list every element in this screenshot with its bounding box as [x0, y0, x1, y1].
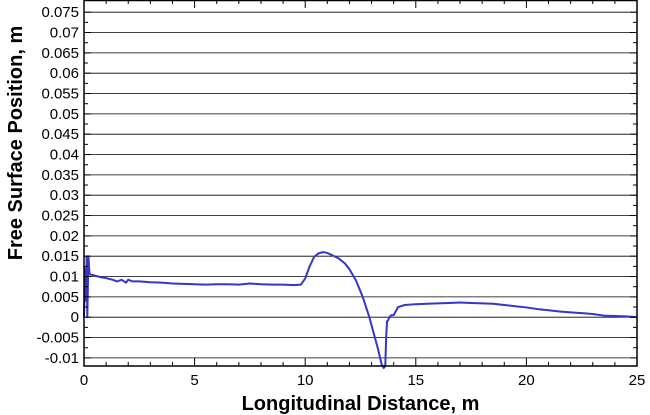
y-tick-label: 0.005 — [41, 289, 79, 306]
y-axis-title: Free Surface Position, m — [5, 26, 27, 261]
x-tick-label: 15 — [407, 372, 424, 389]
y-tick-label: 0.025 — [41, 208, 79, 225]
y-tick-label: 0.04 — [50, 147, 79, 164]
x-axis-title: Longitudinal Distance, m — [242, 393, 480, 415]
axes — [83, 0, 638, 367]
y-tick-label: 0.035 — [41, 167, 79, 184]
tick-labels: -0.01 -0.005 0 0.005 0.01 0.015 0.02 0.025 0.03 0… — [36, 4, 645, 389]
x-tick-label: 25 — [629, 372, 646, 389]
y-tick-label: -0.01 — [45, 350, 79, 367]
y-tick-label: 0.02 — [50, 228, 79, 245]
x-tick-label: 10 — [297, 372, 314, 389]
y-tick-label: 0.07 — [50, 25, 79, 42]
y-tick-label: -0.005 — [36, 330, 79, 347]
y-tick-label: 0.075 — [41, 4, 79, 21]
x-tick-label: 0 — [80, 372, 88, 389]
y-tick-label: 0 — [71, 309, 79, 326]
plot-frame — [83, 0, 638, 367]
x-tick-label: 20 — [518, 372, 535, 389]
data-series — [83, 251, 638, 370]
y-tick-label: 0.045 — [41, 126, 79, 143]
grid-lines — [84, 11, 637, 359]
y-tick-label: 0.06 — [50, 65, 79, 82]
y-tick-label: 0.065 — [41, 45, 79, 62]
y-tick-label: 0.055 — [41, 86, 79, 103]
y-tick-label: 0.01 — [50, 269, 79, 286]
x-tick-label: 5 — [190, 372, 198, 389]
y-tick-label: 0.015 — [41, 248, 79, 265]
y-tick-label: 0.05 — [50, 106, 79, 123]
y-tick-label: 0.03 — [50, 187, 79, 204]
series-line — [83, 251, 638, 370]
